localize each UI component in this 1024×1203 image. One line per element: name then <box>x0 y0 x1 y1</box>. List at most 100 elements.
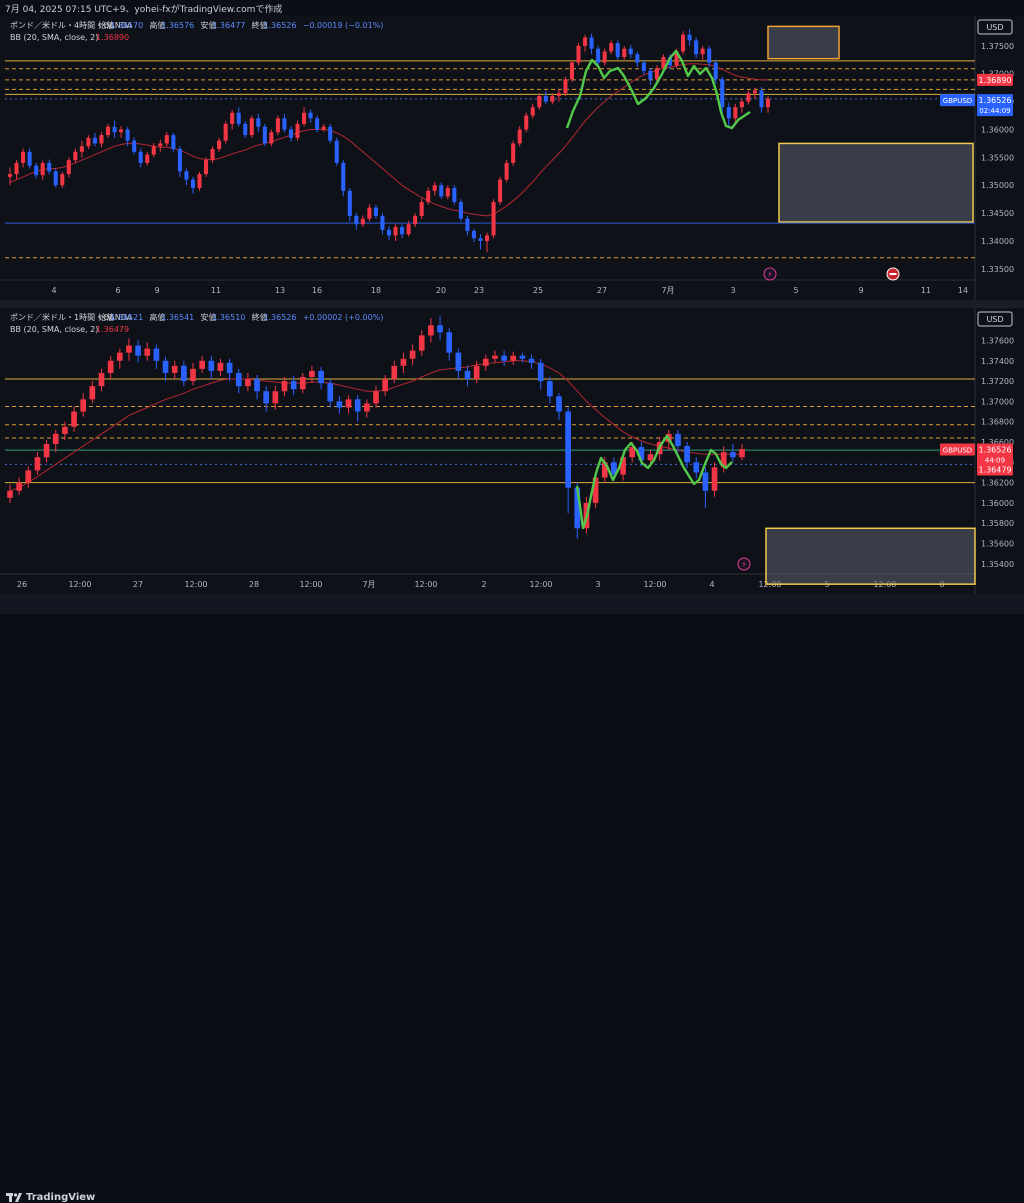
candle-body <box>547 381 553 397</box>
chart-svg-1h[interactable]: 1.37600 1.37400 1.37200 1.37000 1.36800 1.366… <box>0 308 1024 594</box>
candle-body <box>66 160 71 175</box>
candle-body <box>217 362 224 371</box>
candle-body <box>135 345 141 356</box>
y-tick-label: 1.37500 <box>981 42 1014 51</box>
candle-body <box>105 126 111 136</box>
candle-body <box>158 143 163 147</box>
pattern-drawing[interactable] <box>575 434 733 530</box>
candle-body <box>445 188 450 197</box>
candle-body <box>739 101 744 108</box>
candle-body <box>236 112 241 124</box>
x-tick-label: 25 <box>533 286 543 295</box>
candle-body <box>563 79 568 94</box>
candle-body <box>184 171 189 180</box>
candle-body <box>759 90 764 108</box>
candle-body <box>243 123 248 136</box>
chart-pane-4h[interactable]: 1.375001.370001.365001.360001.355001.350… <box>0 16 1024 300</box>
tradingview-brand-text: TradingView <box>26 1191 96 1203</box>
x-tick-label: 7月 <box>661 286 674 295</box>
candle-body <box>455 352 462 371</box>
candle-body <box>432 185 437 191</box>
candle-body <box>569 62 574 80</box>
candle-body <box>406 224 411 235</box>
currency-button[interactable] <box>977 311 1013 327</box>
candle-body <box>321 126 326 130</box>
candle-body <box>138 151 143 163</box>
candle-body <box>675 433 681 447</box>
candle-body <box>720 452 727 468</box>
y-tick-label: 1.37400 <box>981 357 1014 366</box>
candle-body <box>700 48 705 55</box>
candle-body <box>145 154 150 163</box>
legend-change: −0.00019 (−0.01%) <box>303 21 384 30</box>
candle-body <box>245 379 251 387</box>
candle-body <box>308 112 313 119</box>
candle-body <box>628 48 633 55</box>
candle-body <box>112 126 117 133</box>
candle-body <box>471 230 476 239</box>
candle-body <box>327 383 334 402</box>
candle-body <box>86 137 91 147</box>
y-tick-label: 1.36000 <box>981 499 1014 508</box>
candle-body <box>190 368 196 382</box>
pattern-drawing[interactable] <box>565 49 751 130</box>
candle-body <box>713 62 718 80</box>
legend-bb-study: BB (20, SMA, close, 2) <box>10 325 98 334</box>
bb-price-tag <box>977 463 1013 476</box>
y-tick-label: 1.36600 <box>981 438 1014 447</box>
x-tick-label: 14 <box>958 286 968 295</box>
x-tick-label: 12:00 <box>184 580 207 589</box>
candle-body <box>7 490 13 498</box>
legend-bb-study: BB (20, SMA, close, 2) <box>10 33 98 42</box>
y-tick-label: 1.35800 <box>981 519 1014 528</box>
target-zone[interactable] <box>767 25 840 60</box>
target-zone[interactable] <box>765 527 976 585</box>
candle-body <box>426 190 431 202</box>
tradingview-logo[interactable]: TradingView <box>6 1191 95 1203</box>
candle-body <box>171 365 178 373</box>
target-zone[interactable] <box>778 142 974 223</box>
candle-body <box>380 215 385 230</box>
y-tick-label: 1.35400 <box>981 560 1014 569</box>
currency-button[interactable] <box>977 19 1013 35</box>
candle-body <box>667 57 673 66</box>
candle-body <box>565 411 571 488</box>
candle-body <box>164 135 169 144</box>
candle-body <box>53 171 58 186</box>
candle-body <box>556 93 561 97</box>
candle-body <box>210 149 215 161</box>
lightning-event-icon[interactable] <box>763 267 777 281</box>
candle-body <box>299 377 306 390</box>
candle-body <box>153 348 160 361</box>
candle-body <box>73 151 78 161</box>
x-tick-label: 9 <box>858 286 863 295</box>
candle-body <box>478 238 483 241</box>
x-tick-label: 9 <box>154 286 159 295</box>
chart-pane-1h[interactable]: 1.37600 1.37400 1.37200 1.37000 1.36800 1.366… <box>0 308 1024 594</box>
chart-svg-4h[interactable]: 1.375001.370001.365001.360001.355001.350… <box>0 16 1024 300</box>
candle-body <box>92 137 97 144</box>
candle-body <box>263 391 270 404</box>
x-tick-label: 13 <box>275 286 285 295</box>
candle-body <box>482 358 489 366</box>
candle-body <box>556 396 562 412</box>
lightning-event-icon[interactable] <box>737 557 751 571</box>
candle-body <box>80 399 87 412</box>
candle-body <box>492 355 498 359</box>
candle-body <box>151 146 156 155</box>
candle-body <box>510 355 517 361</box>
bb-price-text: 1.36890 <box>978 76 1011 85</box>
candle-body <box>336 401 343 408</box>
header-bar: 7月 04, 2025 07:15 UTC+9、yohei-fxがTrading… <box>0 0 1024 16</box>
candle-body <box>318 370 324 384</box>
candle-body <box>498 179 503 202</box>
candle-body <box>620 457 626 475</box>
legend-change: +0.00002 (+0.00%) <box>303 313 384 322</box>
candle-body <box>354 215 359 225</box>
pane-divider[interactable] <box>0 300 1024 308</box>
candle-body <box>439 185 444 197</box>
candle-body <box>34 165 39 176</box>
x-tick-label: 11 <box>921 286 931 295</box>
candle-body <box>354 399 361 412</box>
x-tick-label: 18 <box>371 286 381 295</box>
